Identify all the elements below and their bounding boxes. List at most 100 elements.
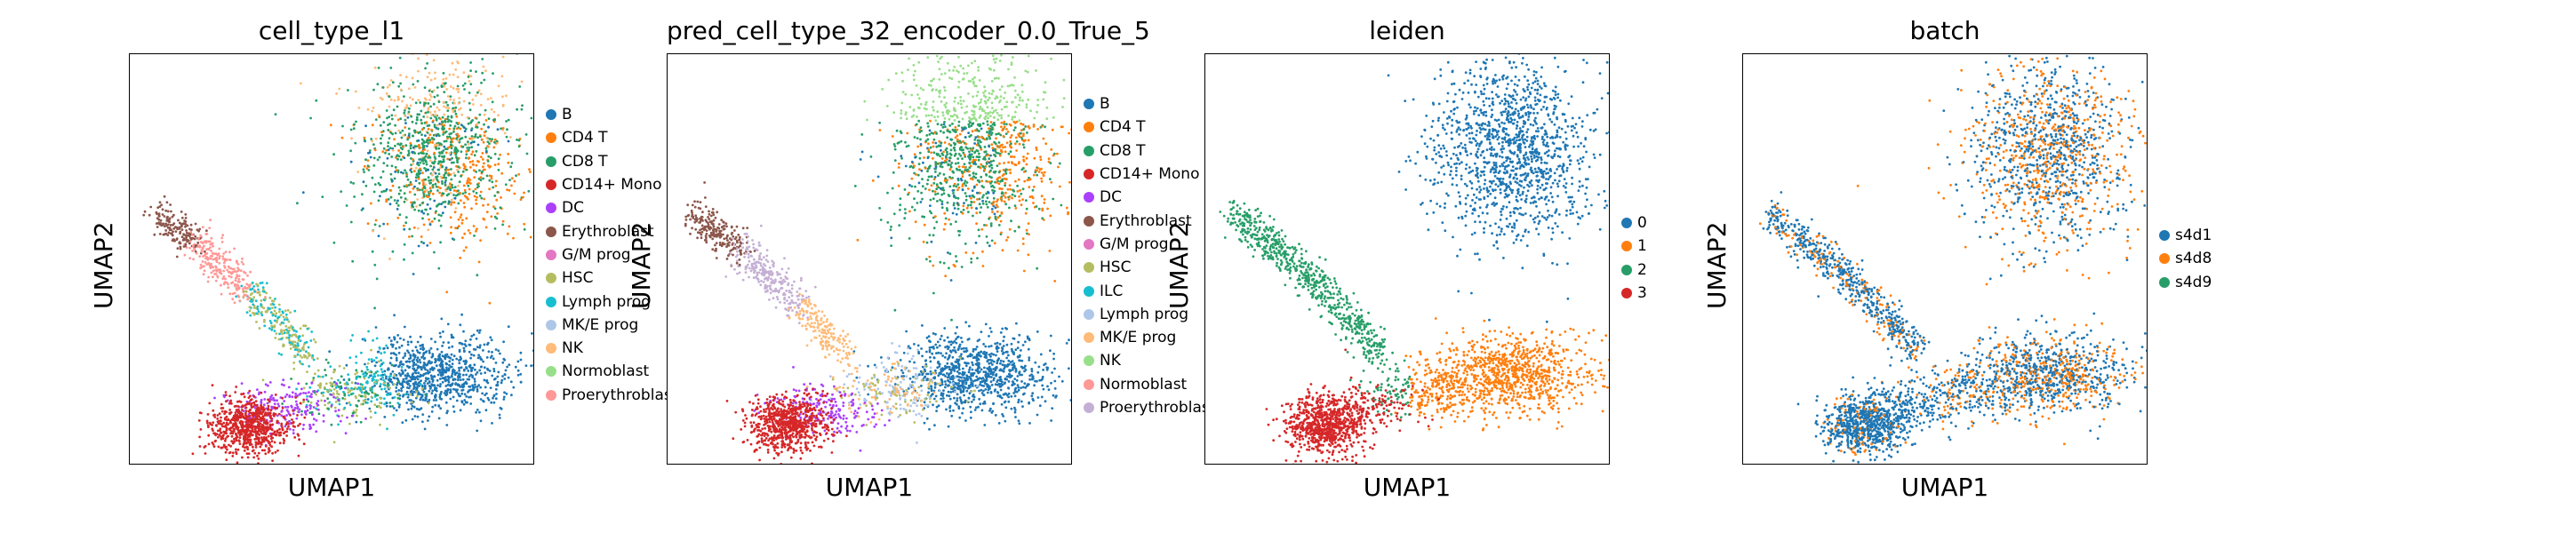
data-point <box>1045 106 1049 109</box>
data-point <box>1026 152 1029 155</box>
data-point <box>280 321 284 324</box>
data-point <box>479 155 483 158</box>
data-point <box>412 226 416 229</box>
data-point <box>260 432 264 435</box>
data-point <box>957 234 961 237</box>
data-point <box>394 123 396 127</box>
data-point <box>938 139 941 143</box>
data-point <box>927 125 930 128</box>
data-point <box>482 203 484 207</box>
data-point <box>338 87 341 91</box>
data-point <box>280 424 284 427</box>
data-point <box>446 117 449 121</box>
data-point <box>454 227 457 230</box>
data-point <box>455 357 459 361</box>
data-point <box>1040 195 1044 198</box>
data-point <box>986 131 988 134</box>
data-point <box>443 173 446 177</box>
data-point <box>491 180 494 184</box>
data-point <box>475 203 478 205</box>
data-point <box>441 345 444 347</box>
data-point <box>388 123 391 125</box>
data-point <box>218 261 221 265</box>
data-point <box>978 152 980 155</box>
data-point <box>465 366 468 369</box>
data-point <box>997 171 1001 174</box>
data-point <box>164 222 168 226</box>
data-point <box>221 277 225 280</box>
data-point <box>234 270 236 273</box>
data-point <box>454 106 458 109</box>
data-point <box>433 95 436 99</box>
data-point <box>466 147 469 149</box>
data-point <box>399 74 402 76</box>
data-point <box>249 441 252 443</box>
data-point <box>289 427 292 431</box>
data-point <box>232 422 236 426</box>
data-point <box>338 402 341 406</box>
data-point <box>473 195 476 198</box>
data-point <box>945 157 948 161</box>
data-point <box>203 269 206 273</box>
data-point <box>493 153 497 155</box>
data-point <box>343 393 347 395</box>
data-point <box>380 359 383 362</box>
data-point <box>238 442 242 445</box>
data-point <box>994 180 996 184</box>
data-point <box>196 228 199 232</box>
data-point <box>913 209 916 211</box>
data-point <box>228 411 231 415</box>
data-point <box>978 116 981 119</box>
data-point <box>302 401 305 403</box>
data-point <box>1040 167 1043 171</box>
data-point <box>946 136 949 139</box>
data-point <box>409 104 412 107</box>
data-point <box>501 55 505 59</box>
data-point <box>212 269 215 273</box>
data-point <box>322 394 324 397</box>
data-point <box>371 109 374 113</box>
data-point <box>442 100 445 104</box>
data-point <box>441 192 444 195</box>
data-point <box>505 135 508 139</box>
data-point <box>277 338 281 341</box>
data-point <box>422 104 426 107</box>
data-point <box>892 143 896 146</box>
data-point <box>499 206 502 210</box>
data-point <box>256 454 259 457</box>
data-point <box>260 311 263 314</box>
data-point <box>436 178 438 181</box>
data-point <box>492 401 496 404</box>
data-point <box>919 201 923 203</box>
data-point <box>347 391 350 394</box>
data-point <box>412 387 415 390</box>
data-point <box>218 434 221 436</box>
data-point <box>442 158 445 162</box>
legend-label: B <box>562 106 572 124</box>
data-point <box>211 254 213 258</box>
data-point <box>432 138 436 141</box>
data-point <box>246 426 249 429</box>
data-point <box>402 356 405 360</box>
data-point <box>442 341 445 344</box>
data-point <box>372 372 376 376</box>
data-point <box>425 208 428 211</box>
data-point <box>442 127 445 131</box>
data-point <box>377 404 380 408</box>
data-point <box>435 134 438 138</box>
data-point <box>315 430 318 434</box>
data-point <box>468 101 471 105</box>
data-point <box>474 368 476 371</box>
data-point <box>483 162 485 165</box>
data-point <box>978 79 981 82</box>
data-point <box>1003 97 1005 99</box>
data-point <box>1025 228 1028 232</box>
data-point <box>390 114 394 117</box>
data-point <box>496 128 500 131</box>
data-point <box>531 332 533 335</box>
data-point <box>244 410 248 412</box>
data-point <box>299 422 301 426</box>
data-point <box>912 74 916 76</box>
data-point <box>1000 121 1004 124</box>
data-point <box>220 407 223 410</box>
